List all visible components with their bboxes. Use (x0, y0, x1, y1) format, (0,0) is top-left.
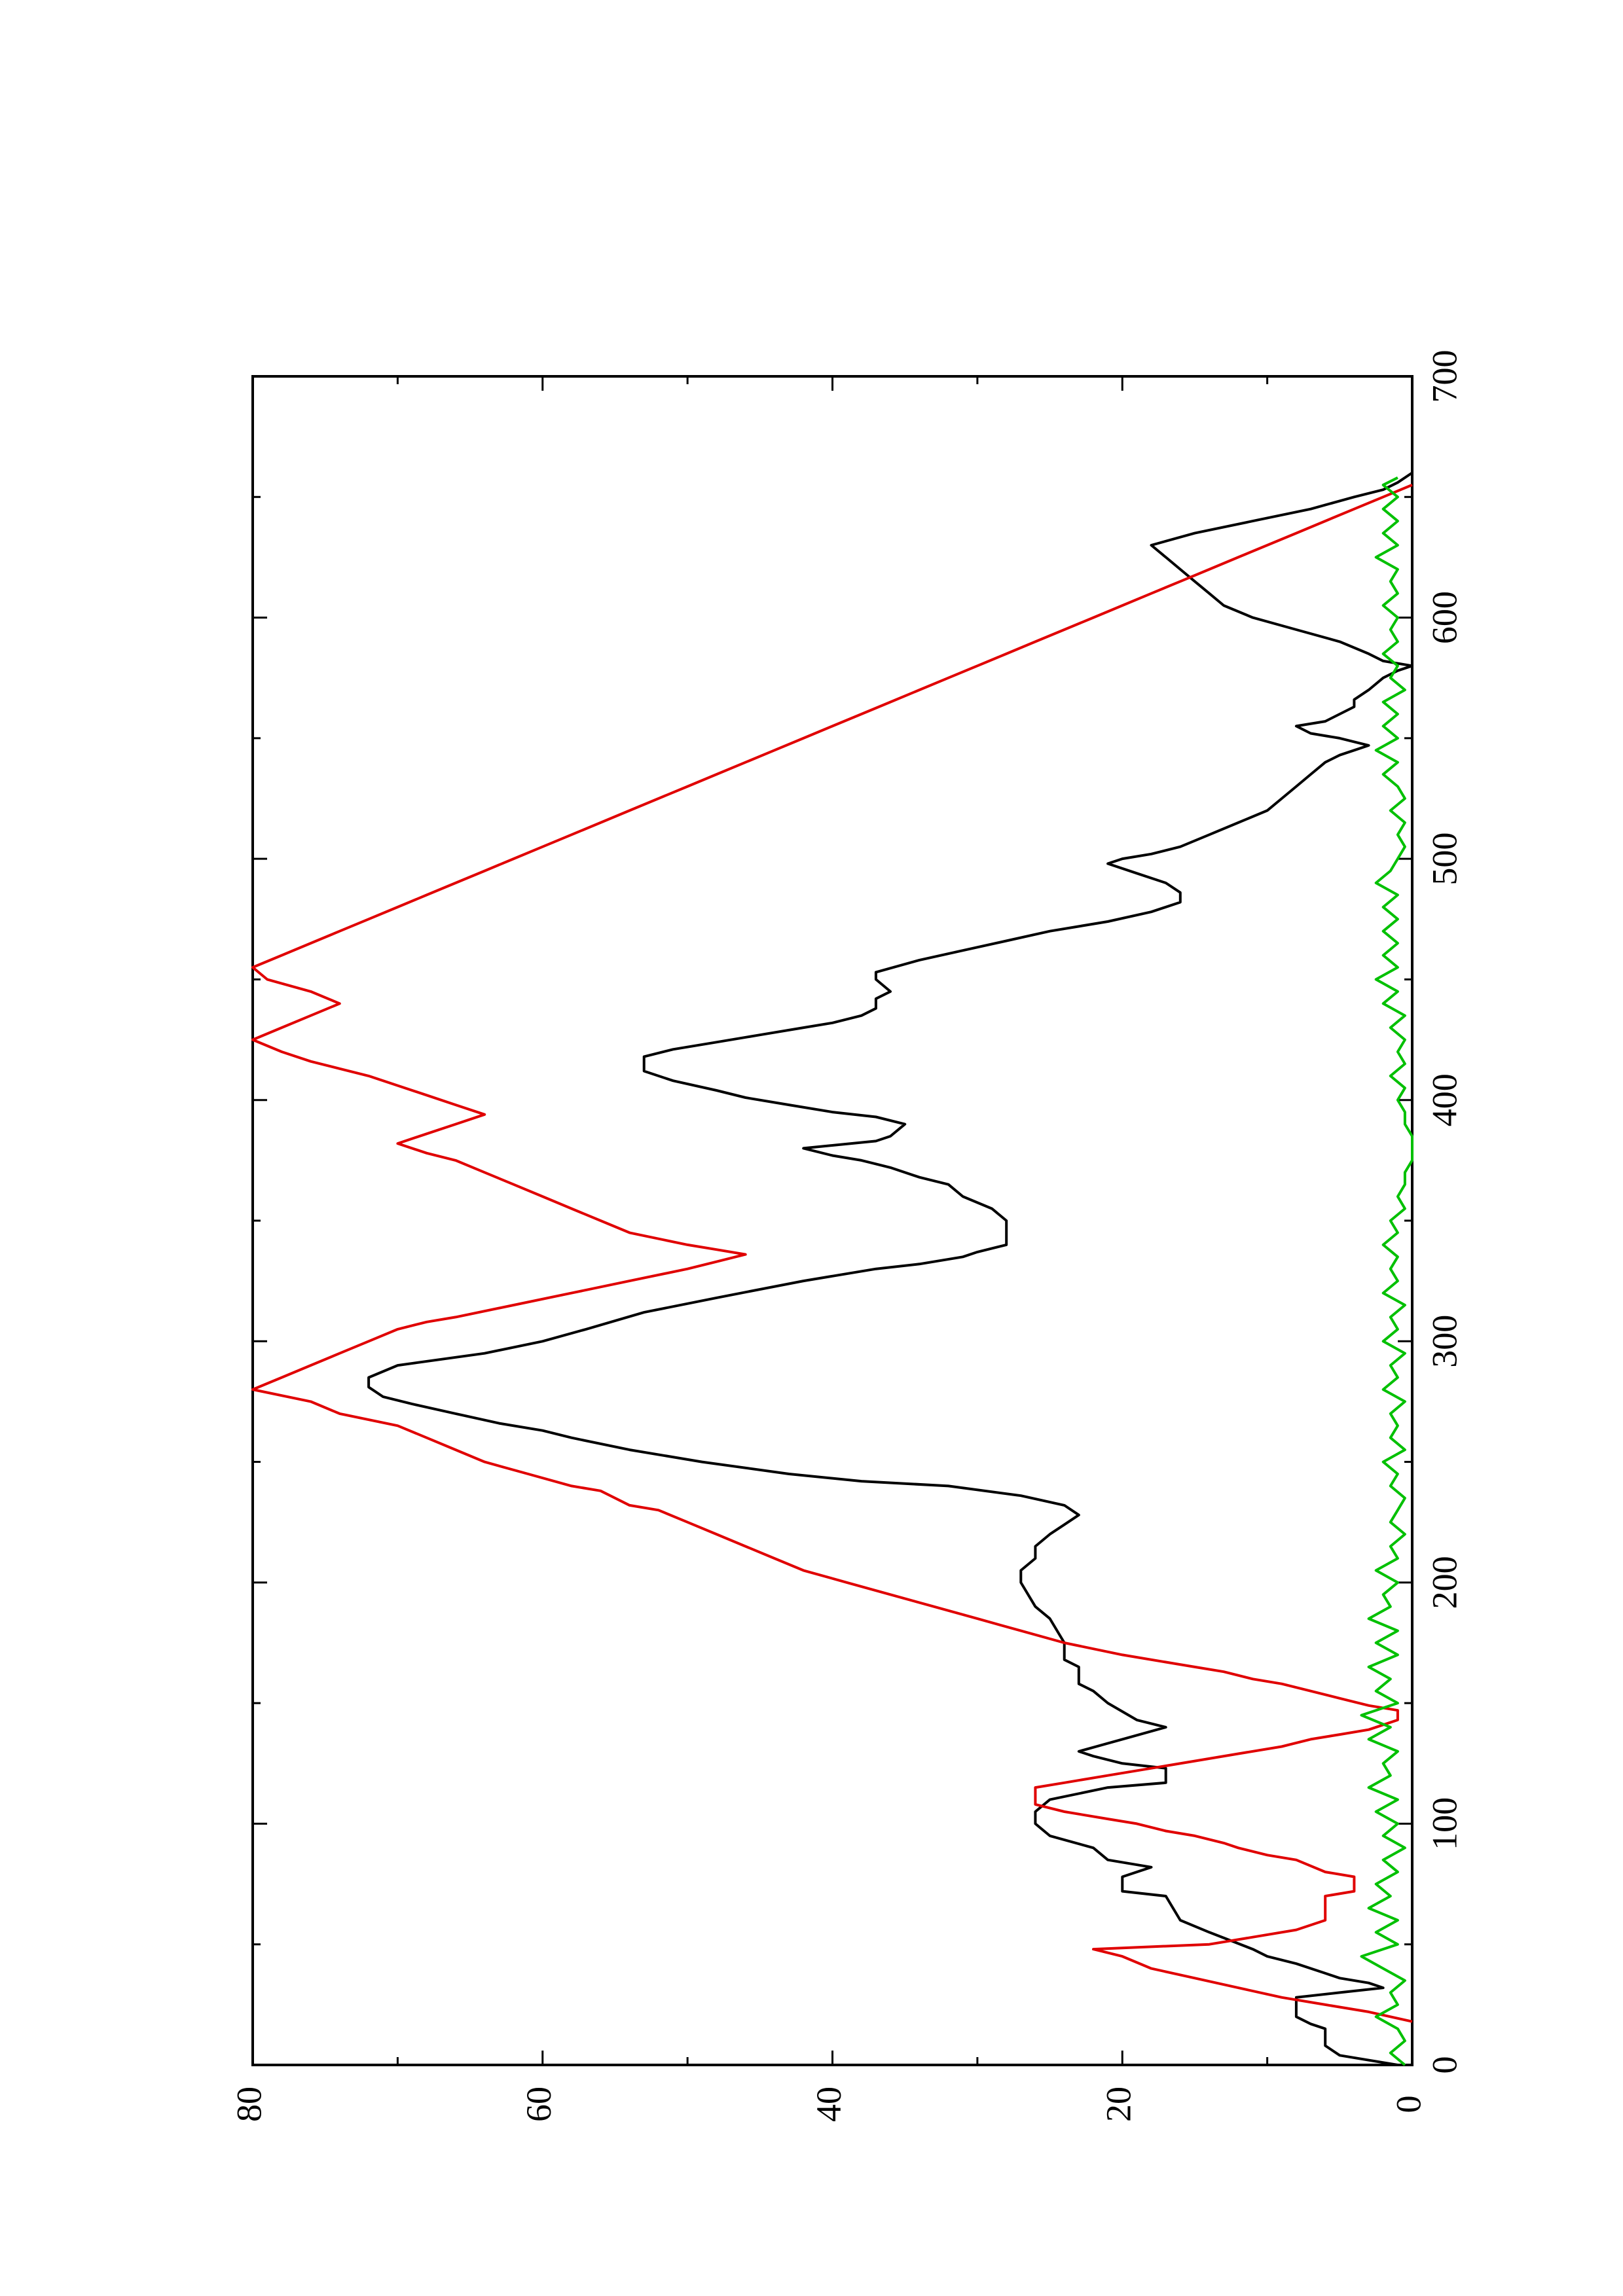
x-tick-label: 400 (1425, 1073, 1464, 1126)
x-tick-label: 700 (1425, 350, 1464, 403)
x-tick-label: 300 (1425, 1315, 1464, 1368)
x-tick-label: 100 (1425, 1797, 1464, 1850)
plot-frame (251, 375, 1413, 2066)
x-tick-label: 500 (1425, 833, 1464, 886)
axis-ticks (251, 375, 1413, 2066)
y-tick-label: 0 (1389, 2096, 1428, 2113)
y-tick-label: 80 (229, 2087, 268, 2122)
y-tick-label: 20 (1099, 2087, 1139, 2122)
x-tick-label: 0 (1425, 2056, 1464, 2074)
tick-labels: 0 100 200 300 400 500 600 700 0 20 40 60 80 (229, 350, 1464, 2123)
series-line-2 (251, 484, 1413, 2023)
y-tick-label: 60 (519, 2087, 558, 2122)
y-tick-label: 40 (809, 2087, 848, 2122)
x-tick-label: 600 (1425, 591, 1464, 644)
series-line-3 (1360, 476, 1413, 2066)
series-line-1 (367, 471, 1413, 2066)
series-group (251, 471, 1413, 2066)
x-tick-label: 200 (1425, 1556, 1464, 1609)
